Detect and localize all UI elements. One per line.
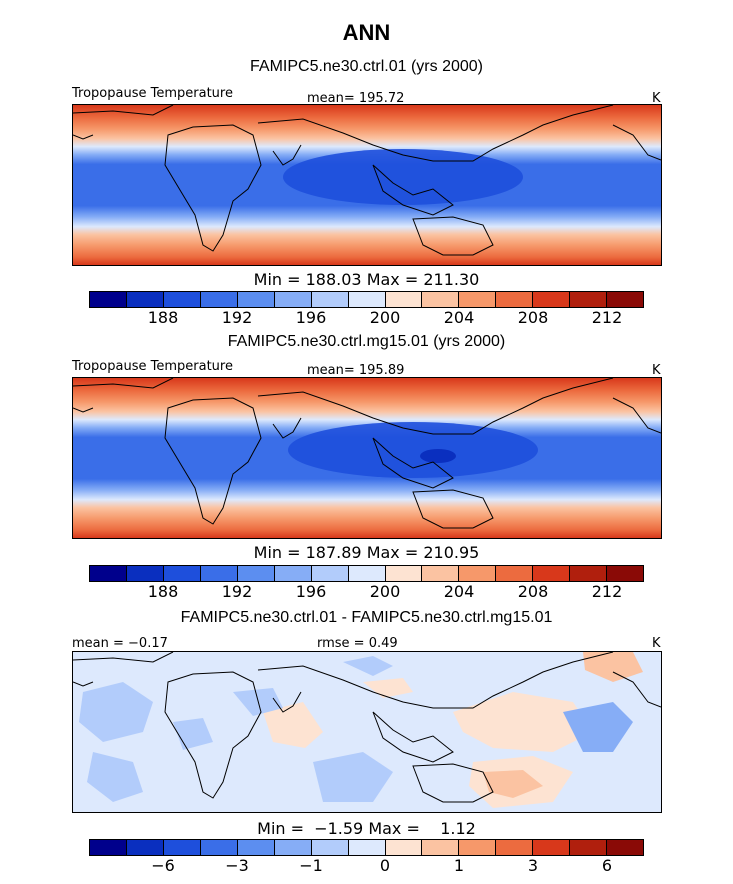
panel1-colorbar-swatch <box>163 292 201 307</box>
panel3-colorbar-swatch <box>126 840 164 855</box>
panel2-units-label: K <box>652 363 661 378</box>
panel1-coastlines <box>73 105 661 256</box>
panel3-tick: −6 <box>151 856 175 875</box>
panel2-tick: 212 <box>591 582 623 601</box>
panel2-variable-label: Tropopause Temperature <box>72 359 233 374</box>
panel2-colorbar-swatch <box>570 566 608 581</box>
panel2-colorbar-swatch <box>126 566 164 581</box>
panel1-mean-label: mean= 195.72 <box>307 91 405 106</box>
panel2-colorbar-swatch <box>533 566 571 581</box>
panel1-colorbar-swatch <box>570 292 608 307</box>
panel1-colorbar-swatch <box>90 292 127 307</box>
panel2-colorbar-swatch <box>496 566 534 581</box>
panel3-case-title: FAMIPC5.ne30.ctrl.01 - FAMIPC5.ne30.ctrl… <box>180 609 553 626</box>
panel2-colorbar <box>89 565 644 582</box>
panel3-colorbar-swatch <box>496 840 534 855</box>
panel2-colorbar-swatch <box>90 566 127 581</box>
panel1-colorbar <box>89 291 644 308</box>
panel3-colorbar-swatch <box>311 840 349 855</box>
panel1-colorbar-swatch <box>496 292 534 307</box>
panel3-coastlines <box>73 652 661 803</box>
panel1-cold-core <box>283 149 523 205</box>
panel1-colorbar-swatch <box>200 292 238 307</box>
panel2-tick: 204 <box>443 582 475 601</box>
panel2-tick: 200 <box>369 582 401 601</box>
panel2-colorbar-swatch <box>348 566 386 581</box>
panel1-colorbar-swatch <box>126 292 164 307</box>
panel2-colorbar-swatch <box>459 566 497 581</box>
panel3-colorbar-swatch <box>607 840 644 855</box>
panel1-colorbar-swatch <box>422 292 460 307</box>
panel2-minmax: Min = 187.89 Max = 210.95 <box>253 543 480 562</box>
panel1-colorbar-swatch <box>311 292 349 307</box>
panel3-tick: 1 <box>453 856 465 875</box>
panel3-colorbar-swatch <box>163 840 201 855</box>
panel2-cold-core <box>288 422 538 478</box>
panel1-colorbar-swatch <box>385 292 423 307</box>
panel3-units-label: K <box>652 636 661 651</box>
panel1-map <box>72 104 662 266</box>
panel3-colorbar-swatch <box>274 840 312 855</box>
panel3-colorbar-swatch <box>348 840 386 855</box>
panel2-coldest-spot <box>420 449 456 463</box>
panel2-colorbar-swatch <box>422 566 460 581</box>
panel2-case-title: FAMIPC5.ne30.ctrl.mg15.01 (yrs 2000) <box>227 333 506 350</box>
panel2-colorbar-swatch <box>200 566 238 581</box>
panel1-case-title: FAMIPC5.ne30.ctrl.01 (yrs 2000) <box>250 58 483 75</box>
panel2-coastlines <box>73 378 661 529</box>
panel2-colorbar-swatch <box>163 566 201 581</box>
panel2-colorbar-swatch <box>385 566 423 581</box>
panel1-tick: 192 <box>221 308 253 327</box>
panel2-colorbar-ticks: 188 192 196 200 204 208 212 <box>89 582 644 601</box>
panel3-colorbar-swatch <box>533 840 571 855</box>
panel2-tick: 196 <box>295 582 327 601</box>
panel3-anomaly-patches <box>79 652 643 808</box>
panel1-colorbar-ticks: 188 192 196 200 204 208 212 <box>89 308 644 327</box>
panel2-tick: 188 <box>147 582 179 601</box>
panel2-colorbar-swatch <box>274 566 312 581</box>
panel3-colorbar <box>89 839 644 856</box>
panel2-tick: 192 <box>221 582 253 601</box>
panel2-colorbar-swatch <box>237 566 275 581</box>
panel2-colorbar-swatch <box>311 566 349 581</box>
panel1-variable-label: Tropopause Temperature <box>72 86 233 101</box>
panel3-map <box>72 651 662 813</box>
panel1-tick: 204 <box>443 308 475 327</box>
panel1-colorbar-swatch <box>533 292 571 307</box>
panel3-colorbar-swatch <box>90 840 127 855</box>
panel3-colorbar-swatch <box>385 840 423 855</box>
panel1-colorbar-swatch <box>237 292 275 307</box>
panel1-tick: 196 <box>295 308 327 327</box>
panel3-mean-label: mean = −0.17 <box>72 636 168 651</box>
panel3-tick: 0 <box>379 856 391 875</box>
panel2-colorbar-swatch <box>607 566 644 581</box>
panel1-colorbar-swatch <box>274 292 312 307</box>
panel3-minmax: Min = −1.59 Max = 1.12 <box>257 819 476 838</box>
panel1-tick: 200 <box>369 308 401 327</box>
panel3-colorbar-ticks: −6 −3 −1 0 1 3 6 <box>89 856 644 875</box>
panel1-colorbar-swatch <box>607 292 644 307</box>
panel1-tick: 212 <box>591 308 623 327</box>
panel3-colorbar-swatch <box>459 840 497 855</box>
panel1-colorbar-swatch <box>348 292 386 307</box>
panel1-minmax: Min = 188.03 Max = 211.30 <box>253 270 480 289</box>
panel3-colorbar-swatch <box>570 840 608 855</box>
panel3-tick: 6 <box>601 856 613 875</box>
panel1-units-label: K <box>652 91 661 106</box>
figure-title: ANN <box>342 20 391 45</box>
panel1-colorbar-swatch <box>459 292 497 307</box>
panel3-tick: −3 <box>225 856 249 875</box>
panel3-colorbar-swatch <box>237 840 275 855</box>
panel3-tick: 3 <box>527 856 539 875</box>
panel1-tick: 208 <box>517 308 549 327</box>
panel2-mean-label: mean= 195.89 <box>307 363 405 378</box>
panel1-tick: 188 <box>147 308 179 327</box>
panel3-tick: −1 <box>299 856 323 875</box>
panel2-tick: 208 <box>517 582 549 601</box>
panel2-map <box>72 377 662 539</box>
panel3-colorbar-swatch <box>200 840 238 855</box>
panel3-colorbar-swatch <box>422 840 460 855</box>
panel3-rmse-label: rmse = 0.49 <box>317 636 398 651</box>
